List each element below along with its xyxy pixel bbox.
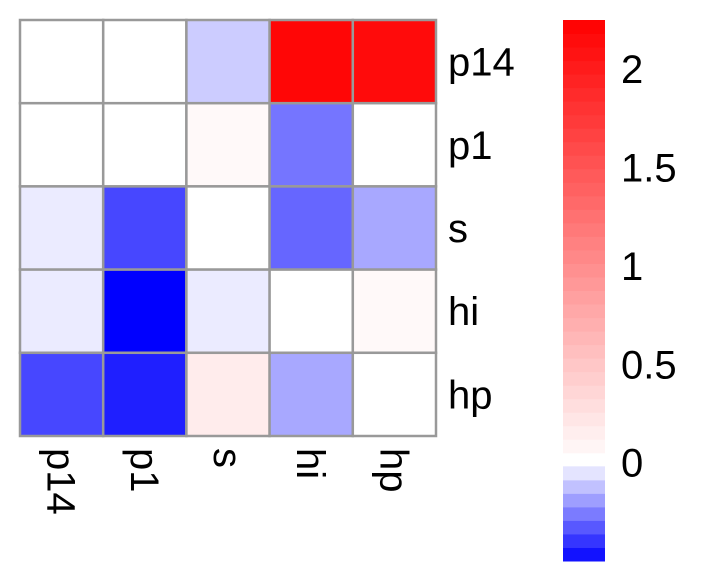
heatmap-cell-hp-p14: [18, 351, 105, 438]
heatmap-cell-hp-hp: [351, 351, 438, 438]
column-labels: p14 p1 s hi hp: [39, 448, 416, 515]
heatmap-cell-hp-p1: [101, 351, 188, 438]
heatmap-cell-hp-s: [185, 351, 271, 438]
legend-swatch: [563, 20, 605, 35]
legend-swatch: [563, 209, 605, 224]
legend-swatch: [563, 87, 605, 102]
heatmap-cell-p14-s: [185, 18, 271, 105]
legend-swatch: [563, 33, 605, 48]
legend-swatch: [563, 439, 605, 454]
legend-tick-label: 1.5: [621, 147, 677, 191]
legend-swatch: [563, 141, 605, 156]
heatmap-cell-hi-hi: [268, 268, 355, 355]
legend-swatch: [563, 276, 605, 291]
legend-swatch: [563, 101, 605, 116]
legend-swatch: [563, 425, 605, 440]
legend-swatch: [563, 344, 605, 359]
legend-swatch: [563, 317, 605, 332]
column-label-p14: p14: [39, 448, 83, 515]
heatmap-cell-s-hp: [351, 185, 438, 271]
row-label-hi: hi: [448, 290, 479, 334]
legend-swatch: [563, 222, 605, 237]
heatmap-cell-p14-p14: [18, 18, 105, 105]
heatmap-cell-p14-p1: [101, 18, 188, 105]
legend-swatch: [563, 263, 605, 278]
legend-swatch: [563, 168, 605, 183]
legend-swatch: [563, 249, 605, 264]
heatmap-cell-p14-hi: [268, 18, 355, 105]
heatmap-cell-hi-p14: [18, 268, 105, 355]
legend-swatch: [563, 506, 605, 521]
legend-swatch: [563, 479, 605, 494]
heatmap-cell-p14-hp: [351, 18, 438, 105]
heatmap-cells: [18, 18, 438, 438]
legend-swatch: [563, 74, 605, 89]
legend-swatch: [563, 47, 605, 62]
legend-swatch: [563, 547, 605, 562]
row-label-p14: p14: [448, 41, 515, 85]
legend-swatch: [563, 466, 605, 481]
legend-swatch: [563, 385, 605, 400]
column-label-s: s: [205, 448, 249, 468]
heatmap-cell-s-p1: [101, 185, 188, 271]
row-labels: p14 p1 s hi hp: [448, 41, 515, 418]
heatmap-cell-s-hi: [268, 185, 355, 271]
heatmap-cell-hi-p1: [101, 268, 188, 355]
legend-swatch: [563, 236, 605, 251]
row-label-hp: hp: [448, 373, 493, 417]
legend-swatch: [563, 398, 605, 413]
legend-tick-label: 2: [621, 48, 643, 92]
legend-swatch: [563, 155, 605, 170]
legend-tick-label: 0: [621, 442, 643, 486]
color-legend: 2 1.5 1 0.5 0: [563, 20, 677, 562]
heatmap-cell-s-s: [185, 185, 271, 271]
heatmap-cell-p1-p1: [101, 101, 188, 188]
legend-swatch: [563, 493, 605, 508]
heatmap-cell-hp-hi: [268, 351, 355, 438]
column-label-hp: hp: [371, 448, 415, 493]
legend-swatch: [563, 304, 605, 319]
heatmap-cell-p1-hp: [351, 101, 438, 188]
legend-swatch: [563, 520, 605, 535]
legend-swatch: [563, 290, 605, 305]
column-label-hi: hi: [288, 448, 332, 479]
legend-swatch: [563, 358, 605, 373]
row-label-s: s: [448, 207, 468, 251]
heatmap-cell-hi-hp: [351, 268, 438, 355]
heatmap-cell-hi-s: [185, 268, 271, 355]
legend-swatch: [563, 412, 605, 427]
legend-swatch: [563, 60, 605, 75]
legend-tick-label: 1: [621, 245, 643, 289]
column-label-p1: p1: [122, 448, 166, 493]
legend-swatch: [563, 128, 605, 143]
heatmap-cell-s-p14: [18, 185, 105, 271]
heatmap-cell-p1-p14: [18, 101, 105, 188]
legend-swatch: [563, 533, 605, 548]
heatmap-cell-p1-hi: [268, 101, 355, 188]
legend-swatch: [563, 331, 605, 346]
heatmap-cell-p1-s: [185, 101, 271, 188]
legend-swatch: [563, 114, 605, 129]
legend-swatch: [563, 195, 605, 210]
legend-swatch: [563, 182, 605, 197]
legend-swatch: [563, 371, 605, 386]
legend-tick-label: 0.5: [621, 343, 677, 387]
row-label-p1: p1: [448, 124, 493, 168]
